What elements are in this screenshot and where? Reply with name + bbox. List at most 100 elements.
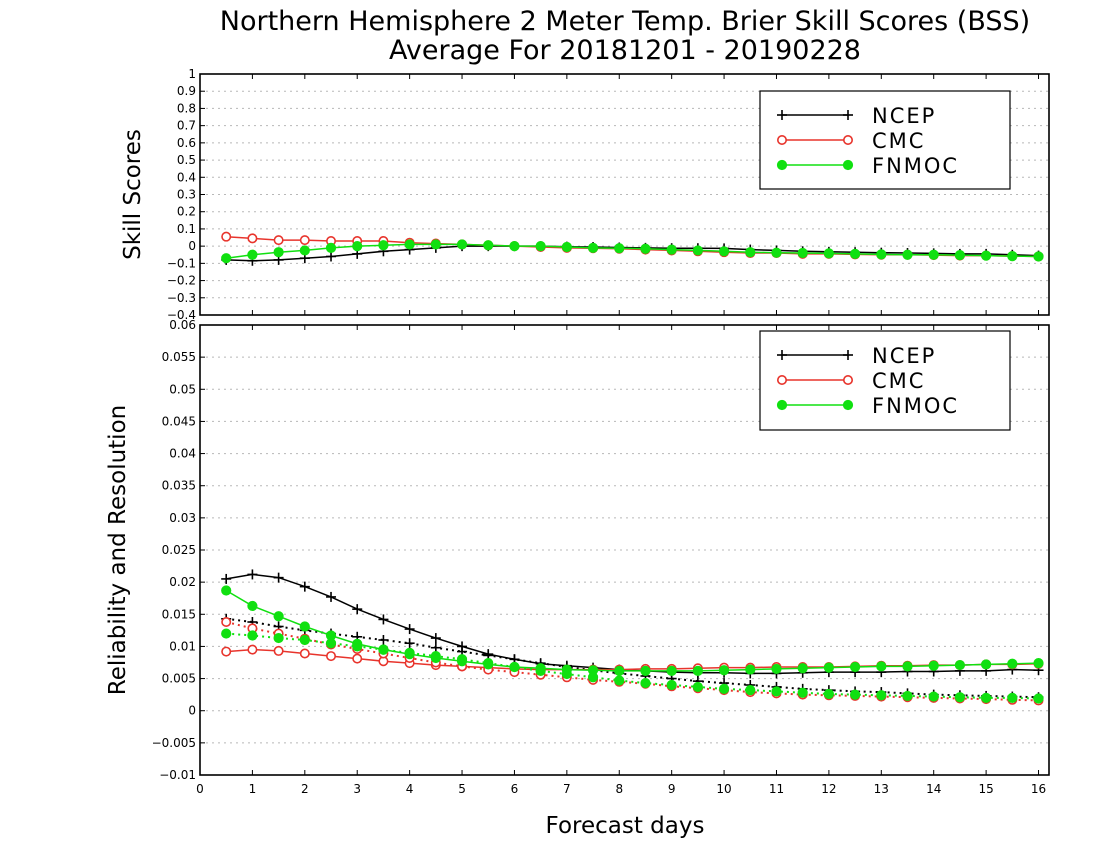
series-line	[225, 621, 1039, 702]
y-tick-label: 0.03	[169, 511, 196, 525]
x-tick-label: 8	[615, 782, 623, 796]
data-point	[483, 658, 494, 669]
data-point	[849, 689, 861, 700]
legend-marker	[776, 159, 788, 171]
data-point	[561, 668, 572, 680]
data-point	[509, 661, 520, 673]
data-point	[902, 690, 913, 702]
y-tick-label: 0.02	[169, 575, 196, 589]
data-point	[1033, 251, 1044, 262]
data-point	[954, 692, 966, 703]
data-point	[352, 653, 363, 664]
x-tick-label: 13	[874, 782, 889, 796]
data-point	[378, 644, 389, 655]
y-axis-label: Reliability and Resolution	[105, 405, 131, 695]
y-tick-label: −0.005	[152, 736, 196, 750]
data-point	[692, 665, 703, 676]
data-point	[1007, 692, 1018, 703]
data-point	[299, 621, 310, 632]
legend-label-cmc: CMC	[872, 129, 925, 153]
series-line	[225, 589, 1039, 672]
y-tick-label: −0.01	[159, 768, 196, 782]
data-point	[823, 248, 834, 259]
legend-label-ncep: NCEP	[872, 344, 936, 368]
legend-marker	[776, 374, 787, 385]
data-point	[325, 242, 337, 253]
data-point	[247, 630, 258, 641]
x-tick-label: 9	[668, 782, 676, 796]
data-point	[666, 665, 677, 676]
data-point	[326, 651, 337, 662]
y-tick-label: −0.2	[167, 274, 196, 288]
data-point	[666, 244, 677, 255]
data-point	[797, 247, 808, 259]
data-point	[692, 681, 703, 693]
x-axis-label: Forecast days	[546, 813, 705, 839]
x-tick-label: 0	[196, 782, 204, 796]
data-point	[352, 241, 363, 252]
legend-marker	[842, 135, 853, 146]
plot-panels: −0.4 −0.3 −0.2 −0.1 0 0.1 0.2 0.3 0.4 0.5 0.6 0.7 0.…	[105, 67, 1050, 796]
x-tick-label: 15	[978, 782, 993, 796]
data-point	[247, 600, 258, 612]
data-point	[823, 662, 834, 673]
legend-label-fnmoc: FNMOC	[872, 154, 959, 178]
data-point	[745, 685, 756, 696]
data-point	[247, 233, 258, 244]
y-tick-label: 0.035	[162, 479, 196, 493]
data-point	[771, 686, 782, 697]
data-point	[561, 241, 572, 253]
y-tick-label: −0.4	[167, 308, 196, 322]
data-point	[1007, 658, 1018, 669]
data-point	[587, 242, 599, 253]
y-tick-label: 0.04	[169, 447, 196, 461]
data-point	[771, 247, 782, 258]
data-point	[221, 253, 232, 264]
legend-marker	[842, 374, 853, 385]
x-tick-label: 1	[249, 782, 257, 796]
data-point	[352, 641, 363, 652]
data-point	[1033, 658, 1044, 669]
y-axis-1: −0.4 −0.3 −0.2 −0.1 0 0.1 0.2 0.3 0.4 0.5 0.6 0.7 0.…	[167, 67, 1049, 322]
data-point	[640, 677, 651, 689]
y-tick-label: 1	[188, 67, 196, 81]
data-point	[928, 691, 939, 702]
x-tick-label: 12	[821, 782, 836, 796]
x-tick-label: 5	[458, 782, 466, 796]
data-point	[221, 585, 232, 596]
data-point	[640, 243, 651, 254]
data-point	[1033, 693, 1044, 704]
data-point	[430, 650, 441, 662]
x-tick-label: 3	[353, 782, 361, 796]
legend-label-cmc: CMC	[872, 369, 925, 393]
x-tick-label: 7	[563, 782, 571, 796]
data-point	[981, 692, 992, 703]
data-point	[849, 248, 861, 259]
chart-title: Northern Hemisphere 2 Meter Temp. Brier …	[220, 6, 1030, 37]
data-point	[535, 241, 546, 252]
data-point	[797, 687, 808, 698]
y-tick-label: 0.1	[177, 222, 196, 236]
y-tick-label: 0.06	[169, 318, 196, 332]
y-tick-label: 0.01	[169, 639, 196, 653]
y-tick-label: 0.055	[162, 350, 196, 364]
data-point	[221, 616, 232, 627]
data-point	[247, 644, 258, 655]
data-point	[876, 661, 887, 672]
data-point	[928, 660, 939, 671]
legend-label-ncep: NCEP	[872, 104, 936, 128]
y-tick-label: −0.1	[167, 256, 196, 270]
series-cmc-reliability	[221, 644, 1044, 675]
series-line	[226, 632, 1039, 700]
y-tick-label: 0.8	[177, 101, 196, 115]
legend-marker	[776, 399, 788, 411]
data-point	[745, 664, 756, 675]
data-point	[640, 665, 651, 676]
data-point	[718, 246, 730, 257]
data-point	[456, 239, 468, 250]
x-tick-label: 16	[1031, 782, 1046, 796]
data-point	[221, 646, 232, 657]
